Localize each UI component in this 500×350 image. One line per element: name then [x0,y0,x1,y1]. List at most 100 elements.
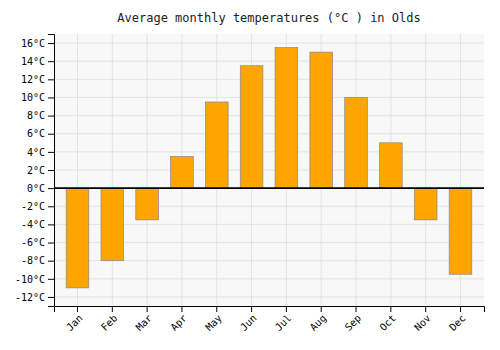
y-tick: -6°C [21,237,54,248]
y-axis-line [48,35,55,307]
y-axis: -12°C -10°C -8°C -6°C -4°C -2°C 0°C 2°C 4°C 6°C 8°… [15,35,55,307]
bar [345,97,368,188]
y-tick-mark [48,170,54,171]
y-tick-mark [48,261,54,262]
x-tick-mark [251,306,252,312]
x-tick: Sep [343,306,364,333]
x-tick-mark [216,306,217,312]
x-tick: Nov [412,306,433,333]
x-tick-mark [77,306,78,312]
x-tick-label: Aug [308,312,329,333]
grid-line-x [147,34,148,306]
x-tick-mark [112,306,113,312]
grid-line-x [425,34,426,306]
bar [275,48,298,189]
x-tick: Apr [168,306,189,333]
x-tick-mark [286,306,287,312]
bar [101,188,124,261]
x-axis-line [55,307,485,313]
y-tick-mark [48,243,54,244]
bar [449,188,472,274]
grid-line-y [54,133,484,134]
y-tick: 8°C [27,110,54,121]
y-tick-label: 16°C [21,38,45,49]
x-tick-label: May [203,312,224,333]
y-tick-mark [48,206,54,207]
bar [240,66,263,188]
grid-line-x [112,34,113,306]
x-tick: Jan [64,306,85,333]
y-tick-mark [48,134,54,135]
bar [205,102,228,188]
x-tick-label: Jun [238,312,259,333]
y-tick-label: -12°C [15,292,45,303]
y-tick: 10°C [21,92,54,103]
y-tick-mark [48,43,54,44]
x-tick-mark [390,306,391,312]
y-tick: -2°C [21,201,54,212]
grid-line-y [54,43,484,44]
y-tick-label: 14°C [21,56,45,67]
y-tick: 2°C [27,165,54,176]
x-tick-mark [147,306,148,312]
y-tick-mark [48,297,54,298]
y-tick: -10°C [15,274,54,285]
grid-line-y [54,97,484,98]
y-tick-mark [48,224,54,225]
grid-line-y [54,79,484,80]
y-tick-mark [48,116,54,117]
x-tick-mark [425,306,426,312]
x-tick-mark [181,306,182,312]
x-tick-label: Oct [377,312,398,333]
bar [380,143,403,188]
y-tick-label: -8°C [21,255,45,266]
x-tick: Mar [134,306,155,333]
y-tick-mark [48,188,54,189]
grid-line-y [54,170,484,171]
grid-line-y [54,115,484,116]
x-tick-label: Apr [168,312,189,333]
y-tick-mark [48,279,54,280]
bar [171,156,194,188]
x-tick: Dec [447,306,468,333]
bar [310,52,333,188]
x-tick-mark [460,306,461,312]
grid [54,34,484,306]
x-tick-label: Jan [64,312,85,333]
bar [136,188,159,220]
x-axis: Jan Feb Mar Apr May Jun Jul Aug Sep Oct Nov Dec [55,306,485,333]
x-tick: Jul [273,306,294,333]
chart: -12°C -10°C -8°C -6°C -4°C -2°C 0°C 2°C 4°C 6°C 8°… [0,0,500,350]
y-tick-mark [48,61,54,62]
x-tick: Feb [99,306,120,333]
x-tick: Oct [377,306,398,333]
x-tick-label: Jul [273,312,294,333]
x-tick-label: Sep [343,312,364,333]
y-tick: -12°C [15,292,54,303]
y-tick: 14°C [21,56,54,67]
x-tick-label: Feb [99,312,120,333]
x-tick: Aug [308,306,329,333]
y-tick-label: -2°C [21,201,45,212]
y-tick-label: 4°C [27,147,45,158]
y-tick: 16°C [21,38,54,49]
x-tick-mark [321,306,322,312]
bar [66,188,89,288]
y-tick: 4°C [27,147,54,158]
x-tick: Jun [238,306,259,333]
y-tick-mark [48,79,54,80]
y-tick: -8°C [21,255,54,266]
title: Average monthly temperatures (°C ) in Ol… [117,11,420,25]
y-tick: 6°C [27,128,54,139]
bars [54,48,484,288]
y-tick: 0°C [27,183,54,194]
y-tick-label: 10°C [21,92,45,103]
y-tick-mark [48,97,54,98]
x-tick-label: Dec [447,312,468,333]
y-tick-label: 0°C [27,183,45,194]
y-tick-label: -6°C [21,237,45,248]
x-tick-label: Nov [412,312,433,333]
y-tick-label: 2°C [27,165,45,176]
x-tick-mark [356,306,357,312]
y-tick-label: -4°C [21,219,45,230]
